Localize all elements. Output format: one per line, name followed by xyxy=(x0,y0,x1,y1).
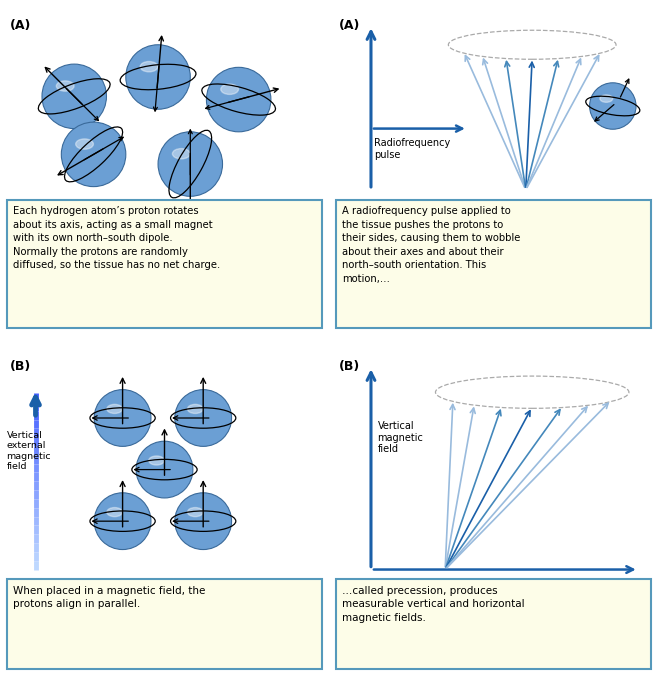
Text: (B): (B) xyxy=(10,360,31,373)
Ellipse shape xyxy=(126,45,190,109)
Text: When placed in a magnetic field, the
protons align in parallel.: When placed in a magnetic field, the pro… xyxy=(13,586,205,609)
Text: Each hydrogen atom’s proton rotates
about its axis, acting as a small magnet
wit: Each hydrogen atom’s proton rotates abou… xyxy=(13,206,220,270)
Ellipse shape xyxy=(149,456,164,465)
Ellipse shape xyxy=(172,149,190,159)
Ellipse shape xyxy=(94,389,151,447)
FancyBboxPatch shape xyxy=(336,579,651,670)
Ellipse shape xyxy=(107,404,122,413)
Ellipse shape xyxy=(188,404,203,413)
Ellipse shape xyxy=(136,441,193,498)
Ellipse shape xyxy=(590,83,636,129)
Text: Horizontal magnetic field: Horizontal magnetic field xyxy=(429,586,552,595)
Text: (B): (B) xyxy=(339,360,360,373)
Ellipse shape xyxy=(221,84,238,94)
Ellipse shape xyxy=(158,132,222,196)
Text: Radiofrequency
pulse: Radiofrequency pulse xyxy=(374,138,451,160)
Ellipse shape xyxy=(175,389,232,447)
Ellipse shape xyxy=(76,139,93,149)
Ellipse shape xyxy=(207,68,271,132)
Ellipse shape xyxy=(600,95,613,102)
Ellipse shape xyxy=(107,507,122,517)
Text: (A): (A) xyxy=(10,19,31,32)
Ellipse shape xyxy=(188,507,203,517)
Text: …called precession, produces
measurable vertical and horizontal
magnetic fields.: …called precession, produces measurable … xyxy=(342,586,524,623)
FancyBboxPatch shape xyxy=(7,200,322,329)
Ellipse shape xyxy=(175,493,232,550)
Text: A radiofrequency pulse applied to
the tissue pushes the protons to
their sides, : A radiofrequency pulse applied to the ti… xyxy=(342,206,520,284)
Ellipse shape xyxy=(57,81,74,91)
Ellipse shape xyxy=(61,122,126,187)
Text: Vertical
magnetic
field: Vertical magnetic field xyxy=(378,421,423,454)
FancyBboxPatch shape xyxy=(7,579,322,670)
FancyBboxPatch shape xyxy=(336,200,651,329)
Ellipse shape xyxy=(140,61,158,72)
Text: (A): (A) xyxy=(339,19,360,32)
Ellipse shape xyxy=(42,64,107,129)
Text: Vertical
external
magnetic
field: Vertical external magnetic field xyxy=(7,431,51,471)
Ellipse shape xyxy=(94,493,151,550)
